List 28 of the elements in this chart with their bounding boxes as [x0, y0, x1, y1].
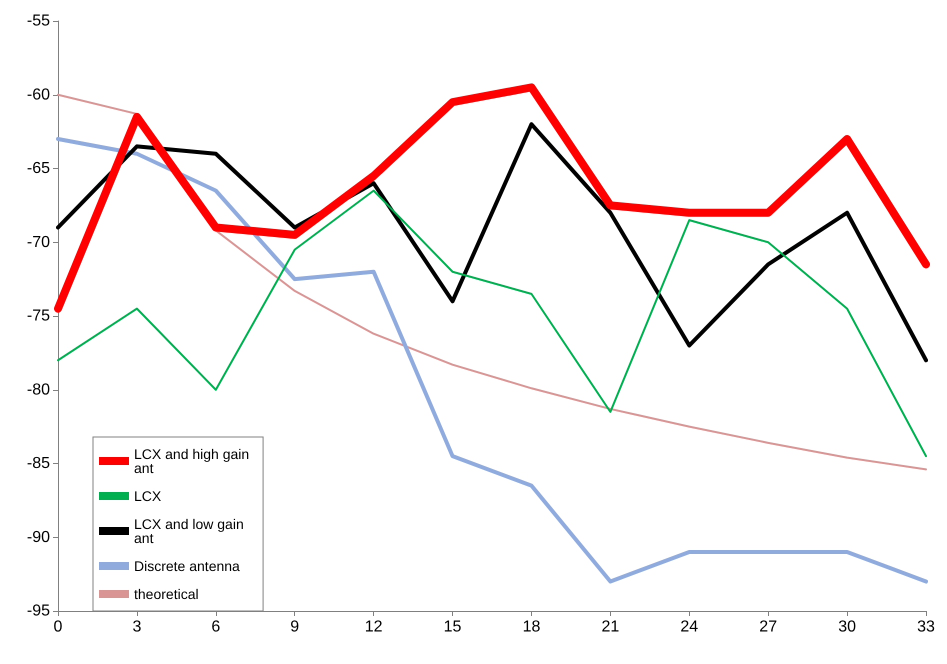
x-tick-label: 6 [211, 618, 220, 636]
legend-label: LCX [134, 488, 162, 504]
x-tick-label: 27 [759, 618, 778, 636]
x-tick-label: 33 [917, 618, 935, 636]
y-tick-label: -75 [26, 308, 50, 324]
y-tick-label: -90 [26, 528, 50, 546]
x-tick-label: 30 [838, 618, 856, 636]
x-tick-label: 0 [54, 618, 63, 636]
y-tick-label: -80 [26, 381, 50, 398]
y-tick-label: -65 [26, 160, 50, 177]
y-tick-label: -85 [26, 455, 50, 472]
x-tick-label: 15 [444, 618, 462, 636]
x-tick-label: 3 [132, 618, 142, 636]
y-tick-label: -95 [26, 602, 50, 620]
x-tick-label: 21 [601, 618, 620, 636]
line-series [56, 122, 928, 362]
legend-label: theoretical [134, 586, 199, 602]
y-tick-label: -55 [26, 12, 50, 30]
legend-label: Discrete antenna [134, 558, 240, 574]
x-tick-label: 18 [522, 618, 540, 636]
legend-label: LCX and low gain ant [134, 516, 248, 546]
x-tick-label: 9 [290, 618, 300, 636]
y-tick-label: -70 [26, 234, 50, 251]
x-tick-label: 12 [364, 618, 383, 636]
x-tick-label: 24 [680, 618, 698, 636]
legend-label: LCX and high gain ant [134, 446, 254, 476]
line-series [56, 137, 928, 584]
y-tick-label: -60 [26, 86, 50, 104]
